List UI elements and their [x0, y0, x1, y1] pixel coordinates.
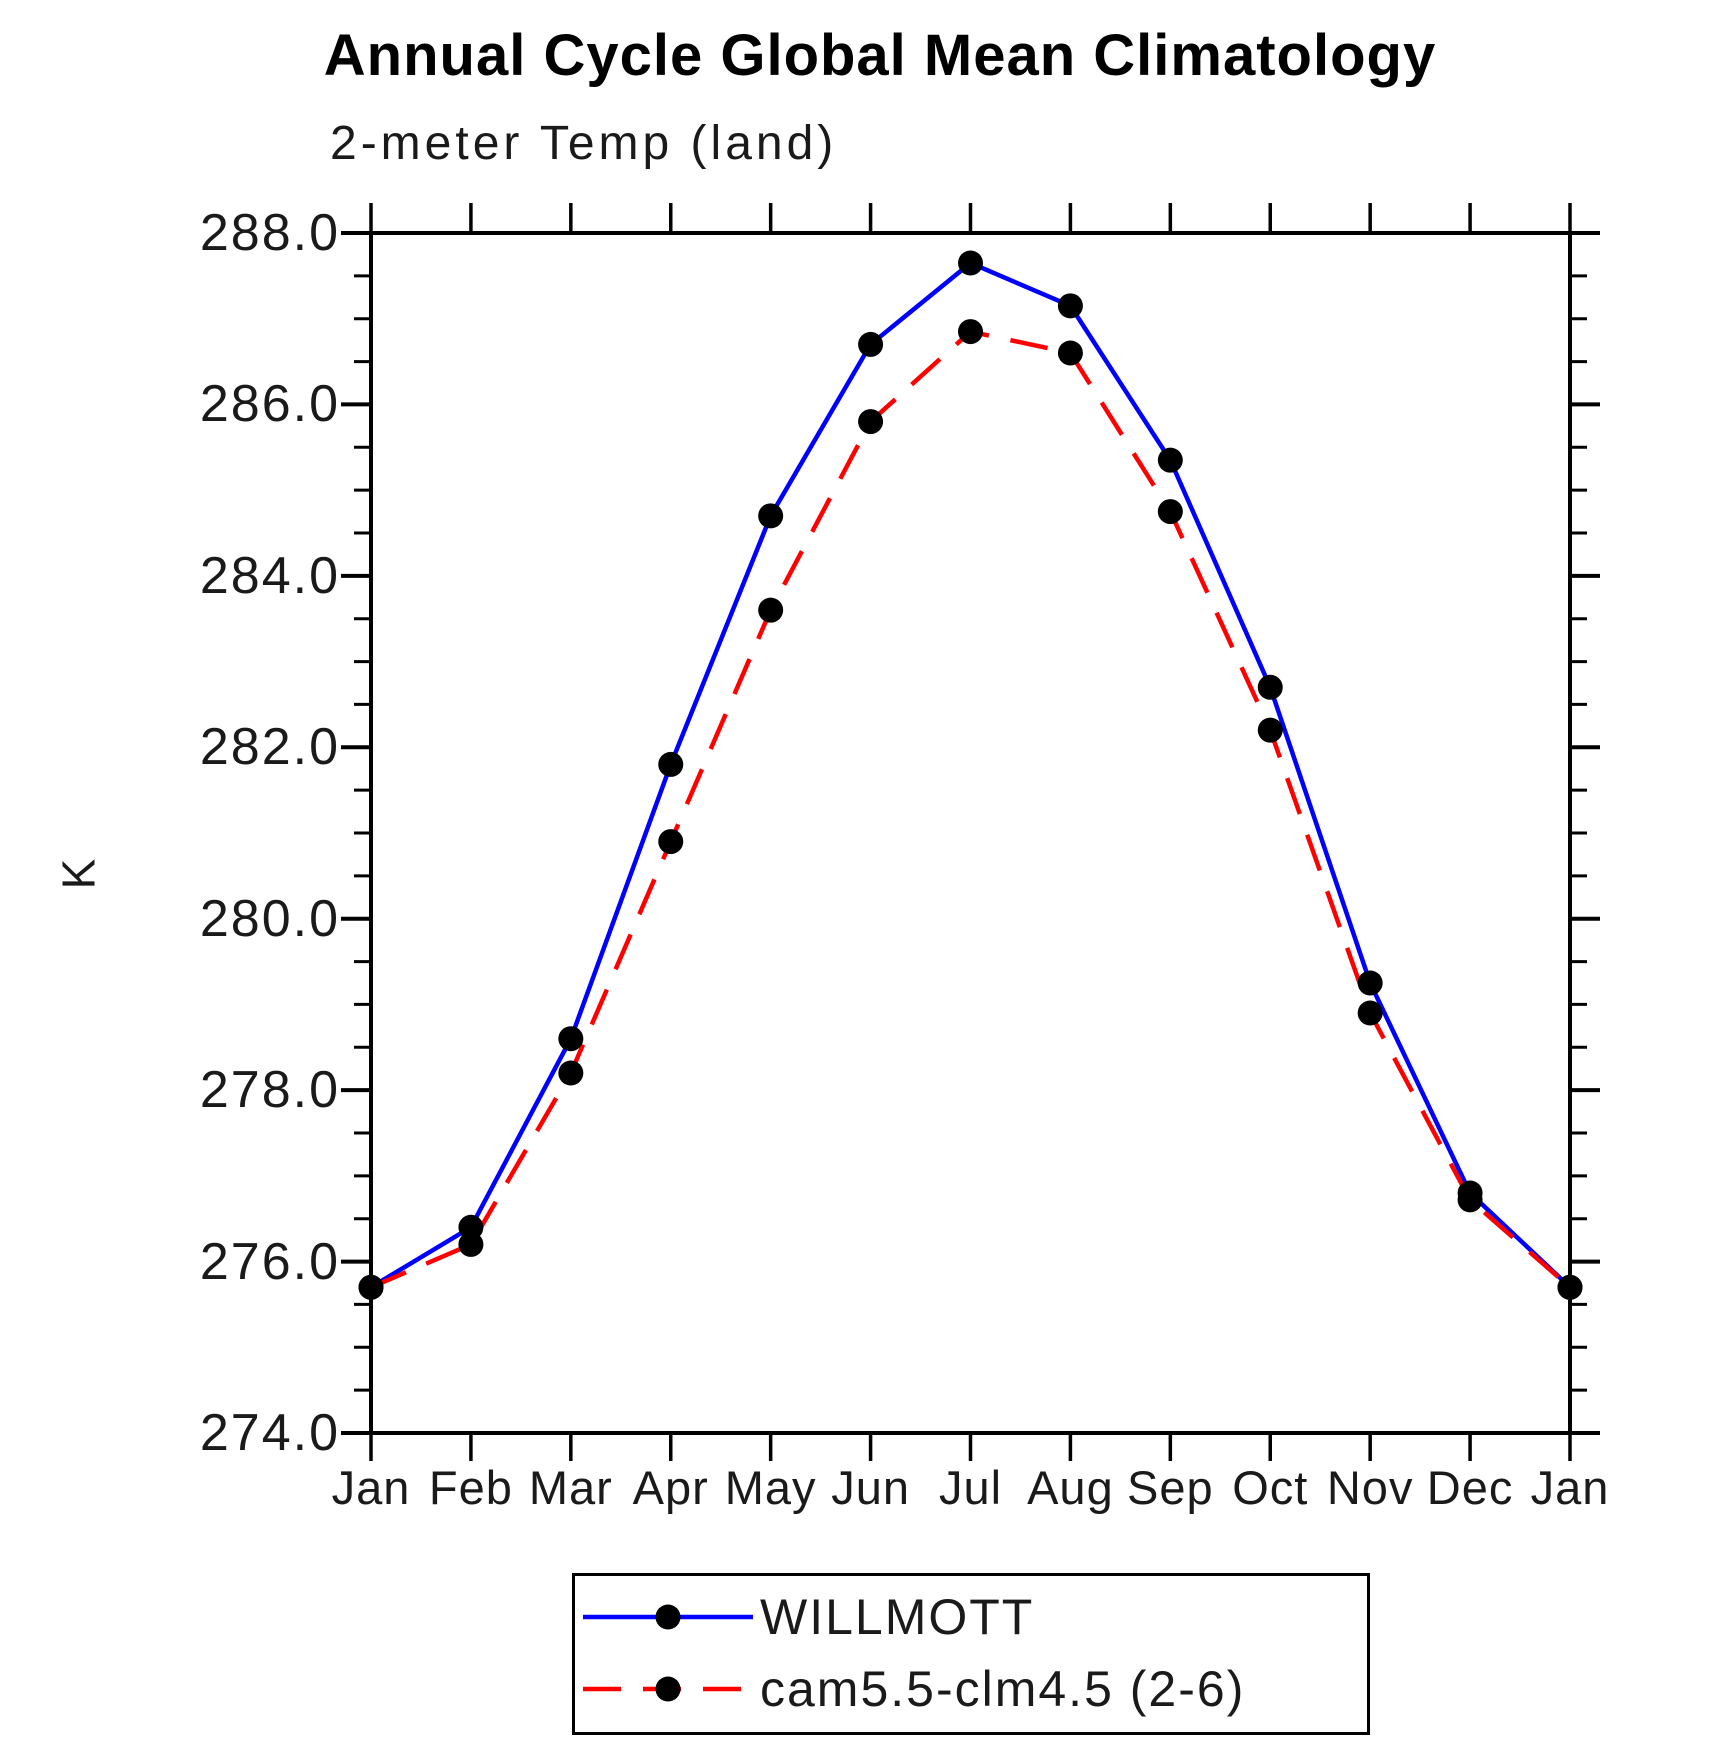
legend-label-willmott: WILLMOTT: [760, 1589, 1035, 1645]
chart-subtitle: 2-meter Temp (land): [330, 117, 838, 170]
legend-line-sample-willmott: [583, 1604, 753, 1630]
chart-title: Annual Cycle Global Mean Climatology: [323, 23, 1437, 88]
legend-item-willmott: WILLMOTT: [581, 1589, 1034, 1645]
legend-box: WILLMOTT cam5.5-clm4.5 (2-6): [572, 1573, 1370, 1735]
legend-line-sample-cam55-clm45: [583, 1676, 753, 1702]
legend-label-cam55-clm45: cam5.5-clm4.5 (2-6): [760, 1661, 1246, 1717]
legend-item-cam55-clm45: cam5.5-clm4.5 (2-6): [581, 1661, 1245, 1717]
